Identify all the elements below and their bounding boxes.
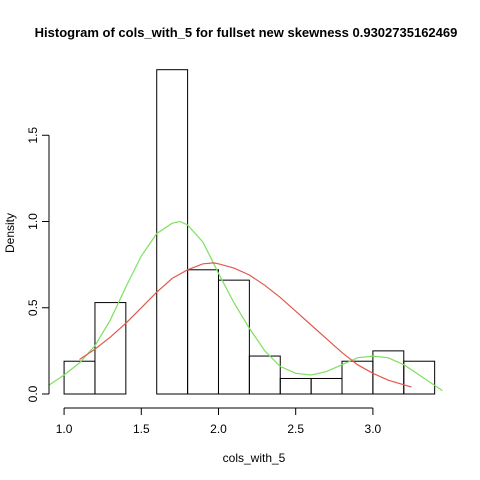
x-tick-label: 2.5 [287,422,304,436]
histogram-bar [403,360,436,395]
x-tick-label: 1.0 [56,422,73,436]
x-axis: 1.0 1.5 2.0 2.5 3.0 [56,407,382,436]
histogram-bar [279,377,312,395]
histogram-bar [310,377,343,395]
x-tick-label: 3.0 [365,422,382,436]
histogram-bar [217,279,250,395]
histogram-bar [94,302,127,395]
histogram-bar [187,269,219,395]
chart-title: Histogram of cols_with_5 for fullset new… [35,25,458,40]
curves-layer [48,220,443,392]
normal-curve [79,262,412,388]
y-tick-label: 1.5 [26,127,40,144]
histogram-bar [156,69,189,395]
y-tick-label: 1.0 [26,213,40,230]
histogram-bar [248,355,281,395]
x-axis-label: cols_with_5 [223,451,286,465]
x-tick-label: 1.5 [133,422,150,436]
kde-curve [48,220,443,392]
histogram-bar [63,360,96,395]
bars-layer [63,69,436,395]
y-tick-label: 0.5 [26,299,40,316]
y-axis-label: Density [3,213,17,253]
y-axis: 0.0 0.5 1.0 1.5 [26,127,50,402]
histogram-bar [341,360,374,395]
y-tick-label: 0.0 [26,385,40,402]
x-tick-label: 2.0 [210,422,227,436]
